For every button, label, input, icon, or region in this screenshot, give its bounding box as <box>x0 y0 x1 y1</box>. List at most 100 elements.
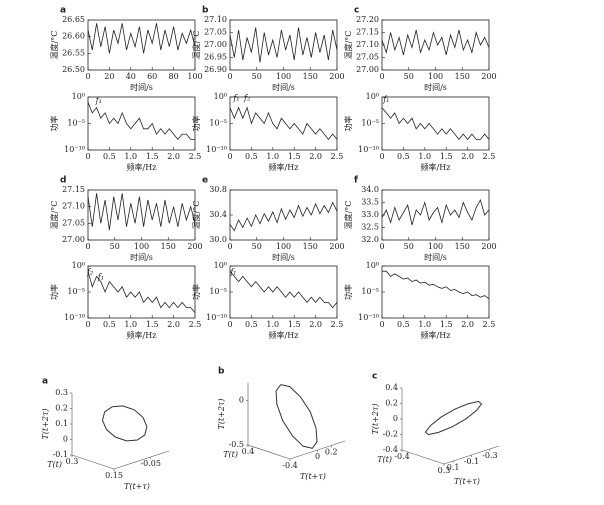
y-tick-label: 10⁻⁵ <box>209 287 227 296</box>
x-tick-label: 50 <box>404 72 414 81</box>
y-axis-label: 温度/°C <box>191 201 201 230</box>
signal-line <box>229 270 338 309</box>
signal-line <box>381 198 490 226</box>
x-tick-label: 1.5 <box>146 320 159 329</box>
y-axis-label: T(t+τ) <box>300 472 326 481</box>
y-tick-label: 27.15 <box>356 28 379 37</box>
x-tick-label: 0 <box>227 152 232 161</box>
y-tick-label: 27.00 <box>204 40 227 49</box>
x-axis-label: 时间/s <box>130 82 153 92</box>
x-tick-label: 1.0 <box>124 320 137 329</box>
x-tick-label: 0 <box>227 320 232 329</box>
y-tick-label: 0.15 <box>105 471 123 480</box>
y-tick-label: 10⁻¹⁰ <box>358 313 379 322</box>
axis-line <box>71 454 115 470</box>
x-tick-label: 100 <box>428 72 443 81</box>
y-tick-label: 27.10 <box>356 40 379 49</box>
x-tick-label: 0 <box>85 242 90 251</box>
z-tick-label: 0.2 <box>385 399 398 408</box>
trajectory <box>101 405 148 442</box>
signal-line <box>382 270 490 300</box>
y-axis-label: 温度/°C <box>343 31 353 60</box>
signal-line <box>381 107 490 141</box>
x-tick-label: 1.5 <box>440 320 453 329</box>
y-tick-label: 30.0 <box>209 235 227 244</box>
z-tick-label: 0 <box>63 435 68 444</box>
x-tick-label: 200 <box>481 72 496 81</box>
x-tick-label: 1.5 <box>440 152 453 161</box>
y-tick-label: 10⁰ <box>366 261 379 270</box>
y-tick-label: 10⁻⁵ <box>361 119 379 128</box>
x-tick-label: 1.0 <box>266 152 279 161</box>
x-tick-label: 0 <box>379 152 384 161</box>
x-tick-label: 100 <box>276 242 291 251</box>
x-tick-label: 2.5 <box>189 320 202 329</box>
y-tick-label: 26.90 <box>204 65 227 74</box>
x-tick-label: 150 <box>303 242 318 251</box>
z-tick-label: 0.2 <box>55 404 68 413</box>
x-axis-label: 频率/Hz <box>127 330 157 340</box>
x-tick-label: 0.5 <box>245 320 258 329</box>
x-tick-label: 0.3 <box>438 466 451 475</box>
annotation: f₁ <box>95 96 102 105</box>
signal-line <box>229 106 338 141</box>
x-tick-label: 0.5 <box>397 320 410 329</box>
y-tick-label: 27.15 <box>62 185 85 194</box>
x-tick-label: 0 <box>379 320 384 329</box>
y-tick-label: 27.20 <box>356 15 379 24</box>
x-tick-label: 200 <box>187 242 202 251</box>
y-tick-label: 10⁰ <box>214 261 227 270</box>
z-tick-label: -0.4 <box>383 445 398 454</box>
axis-line <box>113 450 170 470</box>
y-tick-label: 26.65 <box>62 15 85 24</box>
y-tick-label: -0.05 <box>140 459 161 468</box>
y-axis-label: 温度/°C <box>49 31 59 60</box>
plot-frame <box>87 19 196 71</box>
x-axis-label: T(t) <box>223 450 238 459</box>
y-axis-label: 温度/°C <box>343 201 353 230</box>
x-axis-label: T(t) <box>47 460 62 469</box>
x-tick-label: -0.4 <box>394 452 409 461</box>
x-axis-label: 频率/Hz <box>127 162 157 172</box>
y-tick-label: 32.0 <box>361 235 379 244</box>
trajectory <box>275 384 318 449</box>
axis-line <box>247 444 291 460</box>
x-tick-label: 2.5 <box>483 152 496 161</box>
z-axis-label: T(t+2τ) <box>217 398 226 429</box>
x-tick-label: 2.5 <box>483 320 496 329</box>
y-tick-label: 10⁰ <box>72 261 85 270</box>
y-tick-label: 32.5 <box>361 223 379 232</box>
y-tick-label: 10⁻⁵ <box>67 119 85 128</box>
trajectory <box>424 400 483 436</box>
x-tick-label: 0.5 <box>397 152 410 161</box>
x-tick-label: 2.0 <box>461 152 474 161</box>
signal-line <box>87 102 195 141</box>
x-tick-label: 1.0 <box>266 320 279 329</box>
y-tick-label: 10⁰ <box>366 92 379 101</box>
y-tick-label: 26.50 <box>62 65 85 74</box>
x-axis-label: T(t) <box>377 455 392 464</box>
y-axis-label: 温度/°C <box>191 31 201 60</box>
y-tick-label: -0.3 <box>482 451 497 460</box>
x-tick-label: 200 <box>329 72 344 81</box>
y-axis-label: T(t+τ) <box>454 477 480 486</box>
x-tick-label: 0.5 <box>103 152 116 161</box>
x-tick-label: 0.5 <box>103 320 116 329</box>
y-tick-label: 0.1 <box>447 463 460 472</box>
x-tick-label: 2.0 <box>309 320 322 329</box>
x-tick-label: 100 <box>187 72 202 81</box>
x-tick-label: 1.0 <box>124 152 137 161</box>
y-tick-label: 0.2 <box>325 448 338 457</box>
x-axis-label: 频率/Hz <box>269 162 299 172</box>
x-tick-label: 60 <box>147 72 157 81</box>
y-tick-label: 26.55 <box>62 48 85 57</box>
panel-label: a <box>60 6 66 16</box>
panel-label: c <box>372 372 377 382</box>
x-tick-label: 0 <box>227 72 232 81</box>
signal-line <box>229 201 338 232</box>
x-tick-label: 1.0 <box>418 320 431 329</box>
y-tick-label: 10⁻¹⁰ <box>206 145 227 154</box>
x-axis-label: 时间/s <box>272 252 295 262</box>
x-tick-label: 50 <box>404 242 414 251</box>
